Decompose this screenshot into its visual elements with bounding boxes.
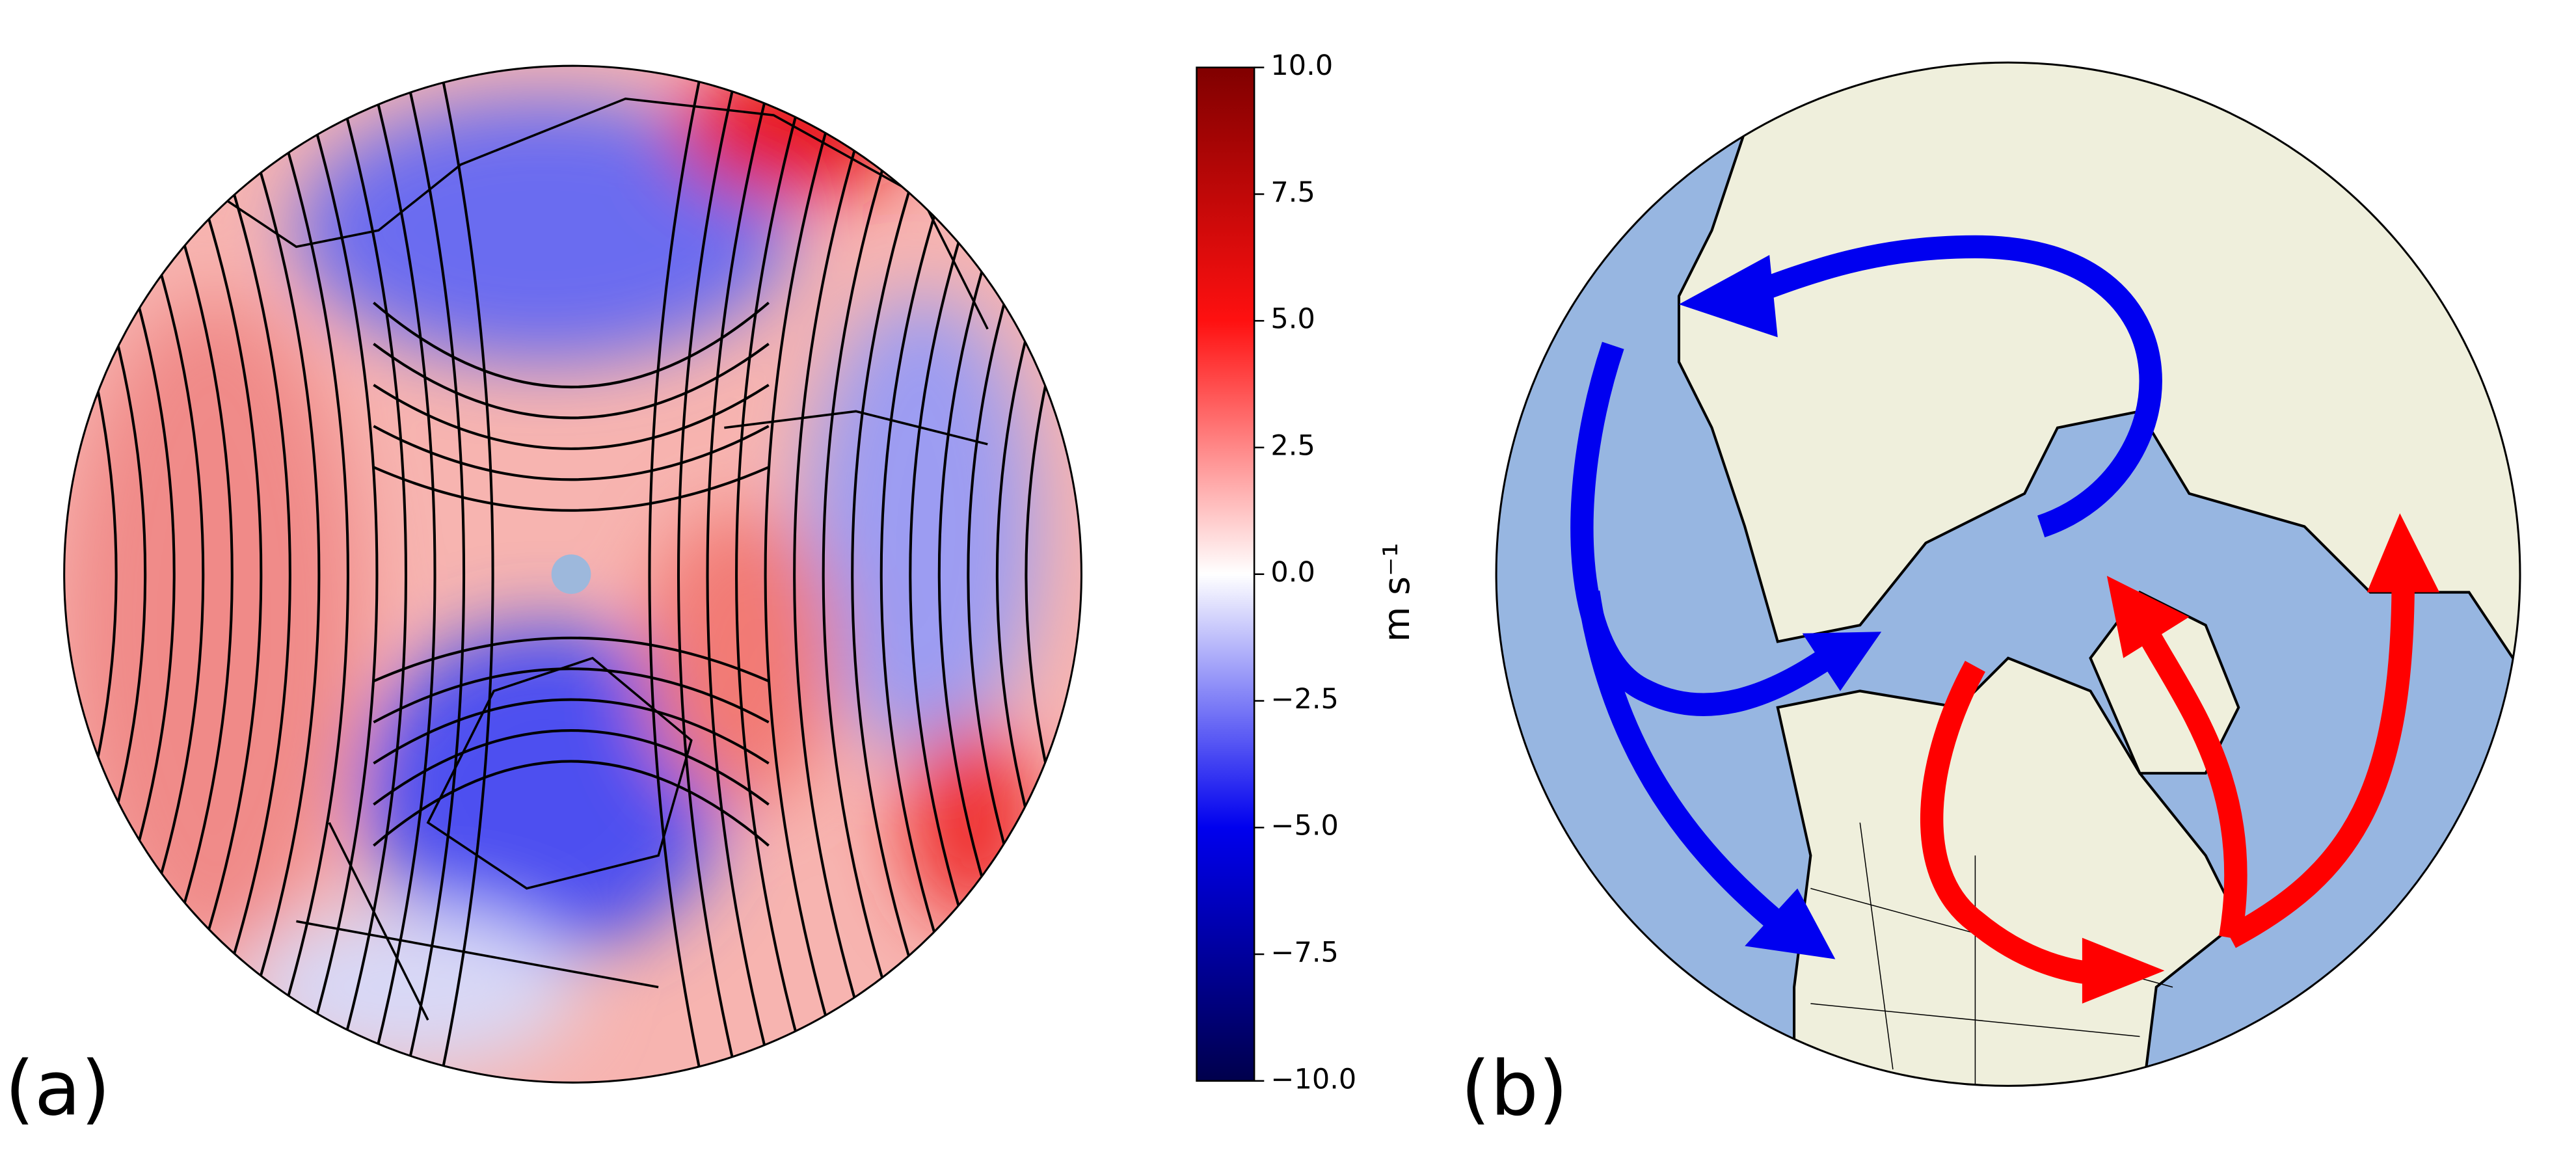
arrowhead <box>2106 576 2190 658</box>
streamline <box>373 729 770 806</box>
arrow <box>1920 660 2108 986</box>
streamline <box>735 66 816 1083</box>
arrowhead <box>1678 255 1778 338</box>
streamline <box>793 66 889 1083</box>
streamline <box>373 466 770 512</box>
streamline <box>217 66 321 1083</box>
arrow <box>1740 235 2162 538</box>
arrow <box>2138 628 2247 940</box>
streamline <box>373 636 770 682</box>
streamline <box>373 301 770 389</box>
colorbar-tick-label: 5.0 <box>1270 303 1315 336</box>
panel-label: (b) <box>1461 1045 1568 1133</box>
colorbar-label: m s⁻¹ <box>1376 542 1418 642</box>
pole <box>551 554 591 595</box>
colorbar-tick-label: −7.5 <box>1270 937 1338 969</box>
map-border <box>63 64 1082 1084</box>
colorbar-tick-label: −10.0 <box>1270 1063 1356 1095</box>
streamline <box>435 66 494 1083</box>
flow-arrows <box>1570 235 2439 1004</box>
arrow <box>1570 341 1834 716</box>
map-a <box>64 66 1082 1083</box>
map-border <box>1495 61 2521 1087</box>
arrowhead <box>2367 513 2439 593</box>
streamline <box>254 66 349 1083</box>
streamline <box>1025 66 1082 1083</box>
colorbar-tick-label: 7.5 <box>1270 176 1315 209</box>
streamline <box>373 667 770 724</box>
colorbar-ticks: −10.0 −7.5 −5.0 −2.5 0.0 2.5 5.0 7.5 10.0 <box>1254 49 1356 1095</box>
streamline <box>373 760 770 847</box>
panel-label: (a) <box>5 1045 110 1133</box>
colorbar-tick-label: 0.0 <box>1270 556 1315 589</box>
arrow <box>1577 590 1793 939</box>
streamline <box>373 425 770 481</box>
streamline <box>677 66 744 1083</box>
land <box>1677 62 2520 1086</box>
colorbar-tick-label: 10.0 <box>1270 49 1333 82</box>
streamline <box>648 66 708 1083</box>
streamline <box>764 66 853 1083</box>
coastlines <box>196 97 989 1021</box>
colorbar <box>1196 66 1255 1082</box>
streamline <box>64 66 118 1083</box>
streamline <box>373 698 770 765</box>
streamline <box>851 66 961 1083</box>
colorbar-tick-label: −2.5 <box>1270 683 1338 715</box>
streamline <box>398 66 466 1083</box>
colorbar-tick-label: −5.0 <box>1270 810 1338 842</box>
arrow <box>2225 576 2415 948</box>
streamline <box>326 66 407 1083</box>
streamline <box>373 384 770 450</box>
streamline <box>706 66 780 1083</box>
colorbar-tick-label: 2.5 <box>1270 429 1315 462</box>
streamline <box>362 66 436 1083</box>
arrowhead <box>2082 937 2165 1004</box>
streamline <box>289 66 379 1083</box>
arrowhead <box>1802 632 1882 691</box>
streamline <box>373 343 770 420</box>
streamline <box>822 66 925 1083</box>
arrowhead <box>1745 888 1836 959</box>
